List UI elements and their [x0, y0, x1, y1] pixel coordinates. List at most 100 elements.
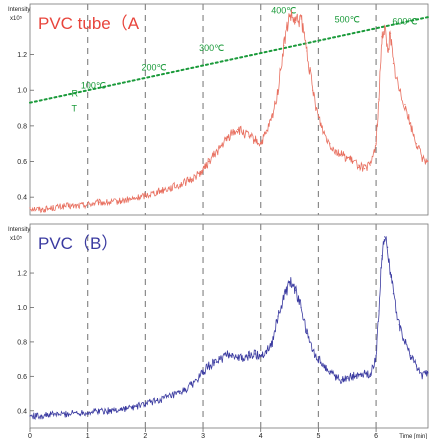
temperature-ramp-line	[29, 16, 429, 104]
y-tick-label: 0.8	[17, 123, 27, 130]
data-point	[294, 289, 296, 291]
data-point	[410, 125, 412, 127]
x-tick-label: 4	[259, 433, 263, 439]
data-point	[40, 209, 43, 211]
data-point	[98, 201, 100, 204]
y-tick-label: 1.2	[17, 52, 27, 59]
data-point	[98, 410, 100, 412]
y-exponent: x10⁵	[10, 15, 23, 22]
data-point	[323, 365, 325, 367]
x-tick-label: 0	[28, 433, 32, 439]
data-point	[231, 353, 233, 355]
data-point	[294, 21, 296, 24]
temperature-label: 600℃	[392, 16, 417, 26]
data-point	[300, 306, 302, 309]
panel-pvc: 0.4 0.6 0.8 1.0 1.2 Intensity x10⁵ PVC（B）	[8, 223, 429, 429]
data-point	[133, 198, 135, 200]
data-point	[40, 415, 43, 417]
data-point	[64, 205, 66, 207]
data-point	[260, 143, 262, 145]
data-point	[358, 164, 360, 166]
data-point	[248, 355, 250, 357]
data-point	[213, 153, 216, 155]
data-point	[87, 411, 89, 414]
data-point	[358, 374, 360, 376]
data-point	[110, 201, 112, 204]
temperature-label: 300℃	[199, 43, 224, 53]
y-exponent: x10⁵	[10, 235, 23, 242]
data-point	[52, 413, 54, 415]
data-point	[277, 315, 279, 317]
y-tick-label: 0.4	[17, 195, 27, 202]
data-point	[144, 403, 146, 405]
data-point	[225, 355, 227, 357]
data-point	[392, 293, 394, 295]
data-point	[415, 365, 418, 367]
plot-frame	[29, 223, 429, 429]
data-point	[242, 132, 245, 134]
data-point	[335, 375, 337, 377]
data-point	[329, 370, 331, 372]
data-point	[283, 298, 285, 300]
y-axis-label: Intensity	[8, 227, 30, 233]
series-line	[29, 9, 429, 214]
data-point	[387, 50, 389, 52]
x-axis-label: Time [min]	[399, 434, 427, 439]
data-point	[306, 332, 308, 334]
data-point	[317, 358, 320, 360]
y-axis-label: Intensity	[8, 7, 30, 13]
data-point	[384, 236, 386, 238]
data-point	[202, 169, 204, 172]
data-point	[398, 324, 400, 326]
data-point	[288, 14, 291, 16]
x-tick-label: 5	[316, 433, 320, 439]
data-point	[219, 146, 221, 148]
data-point	[404, 341, 406, 343]
data-point	[271, 341, 273, 343]
data-point	[208, 160, 210, 163]
data-point	[265, 132, 268, 134]
panel-title: PVC（B）	[38, 234, 118, 253]
data-point	[346, 377, 348, 379]
data-point	[156, 191, 158, 193]
data-point	[219, 358, 221, 360]
data-point	[179, 392, 181, 395]
data-point	[381, 255, 383, 257]
data-point	[29, 207, 31, 209]
temperature-label: 200℃	[141, 63, 166, 73]
data-point	[254, 139, 256, 141]
data-point	[384, 27, 386, 29]
data-point	[340, 153, 343, 155]
data-point	[363, 168, 366, 170]
data-point	[237, 128, 239, 131]
data-point	[323, 132, 325, 134]
y-tick-label: 0.8	[17, 339, 27, 346]
data-point	[352, 160, 354, 163]
series-line	[29, 235, 429, 420]
data-point	[369, 375, 371, 377]
data-point	[306, 50, 308, 52]
data-point	[312, 89, 314, 91]
plot-frame	[29, 3, 429, 216]
data-point	[87, 203, 89, 205]
data-point	[421, 157, 423, 159]
data-point	[133, 406, 135, 408]
temperature-start-T: T	[72, 104, 78, 114]
y-tick-label: 1.2	[17, 271, 27, 278]
data-point	[335, 150, 337, 152]
data-point	[75, 205, 77, 207]
x-tick-label: 1	[86, 433, 90, 439]
data-point	[346, 157, 348, 159]
data-point	[340, 379, 343, 381]
data-point	[29, 415, 31, 417]
x-tick-label: 6	[374, 433, 378, 439]
temperature-start-R: R	[72, 88, 79, 98]
data-point	[415, 143, 418, 145]
temperature-label: 400℃	[271, 6, 296, 16]
data-point	[363, 372, 366, 374]
data-point	[121, 408, 123, 410]
data-point	[242, 358, 245, 360]
data-point	[300, 18, 302, 20]
data-point	[375, 355, 377, 357]
